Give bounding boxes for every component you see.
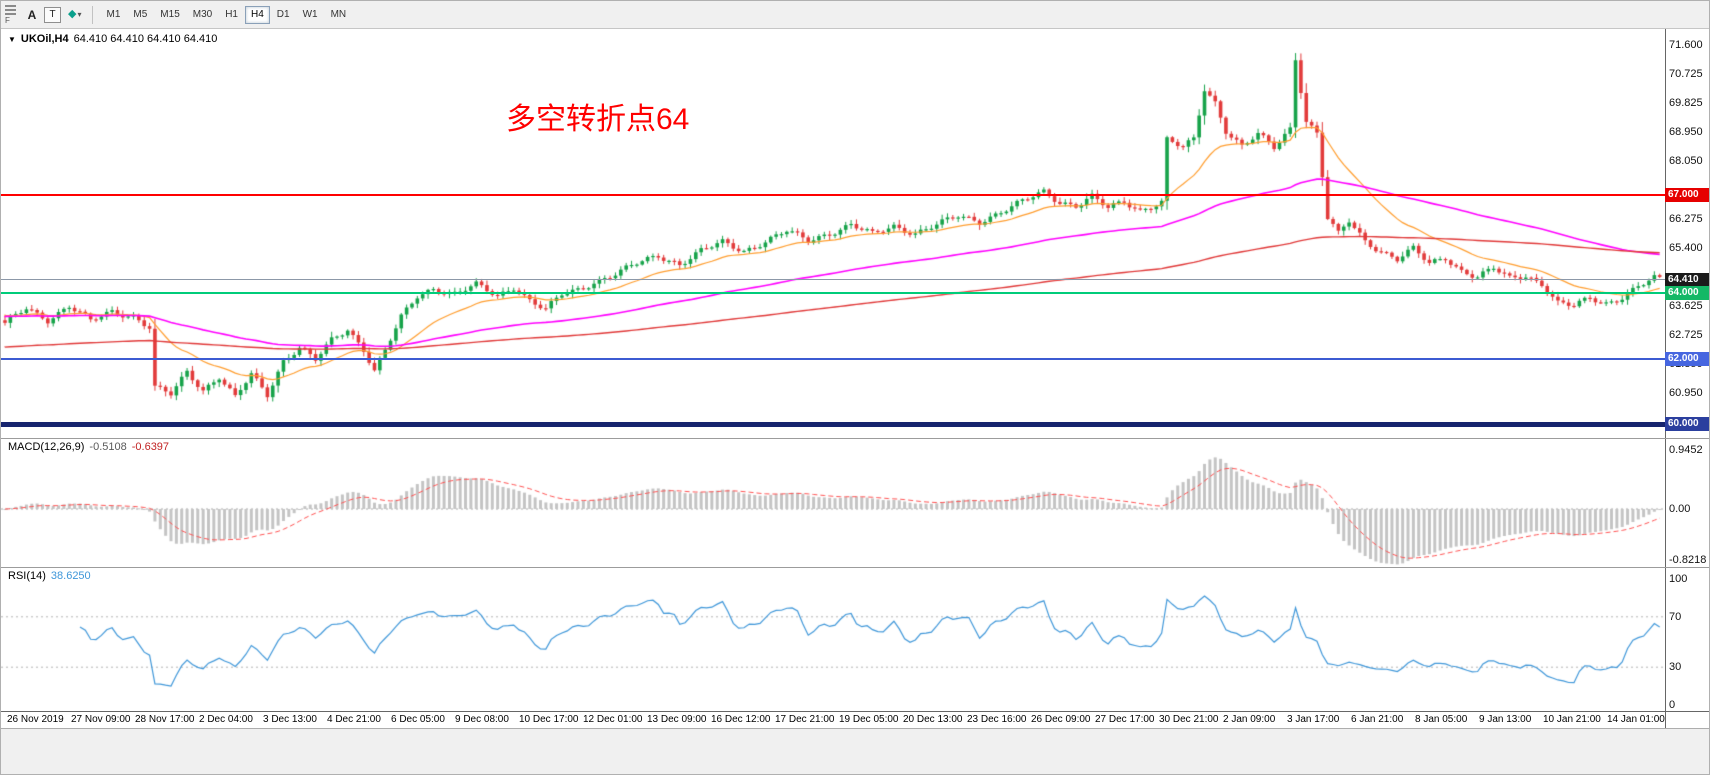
time-axis-label: 8 Jan 05:00 xyxy=(1415,714,1468,725)
rsi-indicator-label: RSI(14) 38.6250 xyxy=(8,570,91,582)
time-axis-label: 9 Dec 08:00 xyxy=(455,714,509,725)
time-axis-label: 20 Dec 13:00 xyxy=(903,714,963,725)
hline-60.000[interactable] xyxy=(1,421,1665,427)
time-axis-label: 28 Nov 17:00 xyxy=(135,714,195,725)
time-axis-label: 12 Dec 01:00 xyxy=(583,714,643,725)
price-badge-64.410: 64.410 xyxy=(1665,272,1709,287)
price-axis-label: 69.825 xyxy=(1669,96,1703,109)
price-axis-line xyxy=(1665,29,1666,728)
time-axis-label: 13 Dec 09:00 xyxy=(647,714,707,725)
price-axis-label: 62.725 xyxy=(1669,328,1703,341)
time-axis-label: 2 Dec 04:00 xyxy=(199,714,253,725)
chevron-down-icon: ▾ xyxy=(77,10,82,19)
time-axis-label: 26 Dec 09:00 xyxy=(1031,714,1091,725)
price-axis-label: 68.050 xyxy=(1669,154,1703,167)
time-axis-label: 3 Dec 13:00 xyxy=(263,714,317,725)
timeframe-m1-button[interactable]: M1 xyxy=(100,6,126,24)
timeframe-w1-button[interactable]: W1 xyxy=(297,6,324,24)
time-axis-label: 30 Dec 21:00 xyxy=(1159,714,1219,725)
price-badge-64.000: 64.000 xyxy=(1665,286,1709,301)
macd-indicator-label: MACD(12,26,9) -0.5108 -0.6397 xyxy=(8,441,169,453)
rsi-axis-label: 0 xyxy=(1669,699,1676,711)
price-axis-label: 66.275 xyxy=(1669,212,1703,225)
price-axis-background xyxy=(1666,29,1709,711)
rsi-axis-label: 100 xyxy=(1669,573,1688,585)
bottom-empty-strip xyxy=(1,728,1709,774)
price-axis-label: 71.600 xyxy=(1669,39,1703,51)
symbol-title: UKOil,H4 xyxy=(20,33,69,45)
toolbar-separator xyxy=(92,5,94,24)
chart-canvas[interactable] xyxy=(1,1,1709,728)
panel-separator-macd-rsi[interactable] xyxy=(1,567,1709,568)
symbol-ohlc-line: ▼ UKOil,H4 64.410 64.410 64.410 64.410 xyxy=(8,33,217,45)
timeframe-h1-button[interactable]: H1 xyxy=(219,6,244,24)
time-axis-label: 4 Dec 21:00 xyxy=(327,714,381,725)
macd-main-value: -0.5108 xyxy=(89,441,127,453)
macd-name: MACD(12,26,9) xyxy=(8,441,85,453)
hline-67.000[interactable] xyxy=(1,194,1665,197)
symbol-collapse-icon[interactable]: ▼ xyxy=(8,35,16,44)
indicators-dropdown-button[interactable]: ◆ ▾ xyxy=(64,5,85,25)
time-axis-separator xyxy=(1,711,1709,712)
time-axis-label: 3 Jan 17:00 xyxy=(1287,714,1340,725)
price-axis-label: 63.625 xyxy=(1669,299,1703,312)
text-box-tool-button[interactable]: T xyxy=(44,6,61,23)
rsi-value: 38.6250 xyxy=(50,570,91,582)
panel-separator-main-macd[interactable] xyxy=(1,438,1709,439)
timeframe-m15-button[interactable]: M15 xyxy=(154,6,185,24)
time-axis-label: 6 Dec 05:00 xyxy=(391,714,445,725)
time-axis-label: 17 Dec 21:00 xyxy=(775,714,835,725)
toolbar: F A T ◆ ▾ M1 M5 M15 M30 H1 H4 D1 W1 MN xyxy=(1,1,1709,29)
time-axis-label: 14 Jan 01:00 xyxy=(1607,714,1665,725)
time-axis-label: 26 Nov 2019 xyxy=(7,714,64,725)
toolbar-left-cluster: F xyxy=(5,4,16,25)
price-badge-62.000: 62.000 xyxy=(1665,351,1709,366)
hline-62.000[interactable] xyxy=(1,357,1665,360)
time-axis-label: 10 Jan 21:00 xyxy=(1543,714,1601,725)
price-axis-label: 68.950 xyxy=(1669,125,1703,138)
hline-64.000[interactable] xyxy=(1,292,1665,295)
time-axis-label: 2 Jan 09:00 xyxy=(1223,714,1276,725)
rsi-name: RSI(14) xyxy=(8,570,46,582)
price-axis-label: 70.725 xyxy=(1669,67,1703,80)
macd-axis-label: -0.8218 xyxy=(1669,553,1707,566)
toolbar-f-label: F xyxy=(5,15,10,25)
price-axis-label: 65.400 xyxy=(1669,241,1703,254)
time-axis-label: 6 Jan 21:00 xyxy=(1351,714,1404,725)
macd-signal-value: -0.6397 xyxy=(131,441,170,453)
time-axis-label: 19 Dec 05:00 xyxy=(839,714,899,725)
text-label-tool-button[interactable]: A xyxy=(23,5,41,25)
ohlc-values: 64.410 64.410 64.410 64.410 xyxy=(73,33,218,45)
menu-rows-icon[interactable] xyxy=(5,4,16,15)
timeframe-h4-button[interactable]: H4 xyxy=(245,5,270,24)
macd-axis-label: 0.9452 xyxy=(1669,444,1703,457)
price-badge-67.000: 67.000 xyxy=(1665,188,1709,203)
hline-64.410[interactable] xyxy=(1,279,1665,281)
chart-annotation-text[interactable]: 多空转折点64 xyxy=(506,103,690,136)
timeframe-mn-button[interactable]: MN xyxy=(325,6,353,24)
macd-axis-label: 0.00 xyxy=(1669,503,1691,515)
time-axis-label: 23 Dec 16:00 xyxy=(967,714,1027,725)
time-axis-label: 16 Dec 12:00 xyxy=(711,714,771,725)
time-axis-label: 10 Dec 17:00 xyxy=(519,714,579,725)
rsi-axis-label: 70 xyxy=(1669,610,1682,623)
time-axis-label: 9 Jan 13:00 xyxy=(1479,714,1532,725)
time-axis-label: 27 Nov 09:00 xyxy=(71,714,131,725)
timeframe-d1-button[interactable]: D1 xyxy=(271,6,296,24)
time-axis-label: 27 Dec 17:00 xyxy=(1095,714,1155,725)
timeframe-group: M1 M5 M15 M30 H1 H4 D1 W1 MN xyxy=(100,5,353,24)
timeframe-m5-button[interactable]: M5 xyxy=(127,6,153,24)
indicator-icon: ◆ xyxy=(68,8,77,20)
timeframe-m30-button[interactable]: M30 xyxy=(187,6,218,24)
price-axis-label: 60.950 xyxy=(1669,386,1703,399)
rsi-axis-label: 30 xyxy=(1669,661,1682,674)
price-badge-60.000: 60.000 xyxy=(1665,417,1709,432)
